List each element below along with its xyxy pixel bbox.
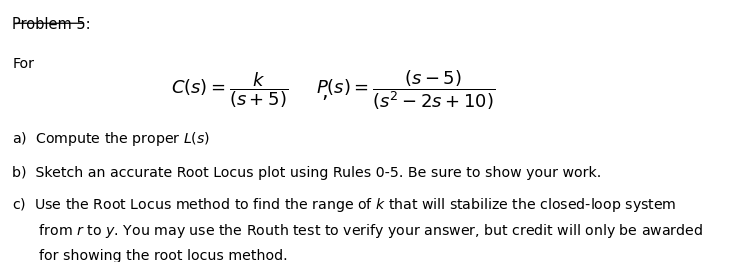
Text: For: For bbox=[13, 57, 34, 71]
Text: ,: , bbox=[321, 82, 328, 102]
Text: $P(s) = \dfrac{(s-5)}{(s^2-2s+10)}$: $P(s) = \dfrac{(s-5)}{(s^2-2s+10)}$ bbox=[315, 68, 495, 112]
Text: a)  Compute the proper $L(s)$: a) Compute the proper $L(s)$ bbox=[13, 130, 211, 148]
Text: b)  Sketch an accurate Root Locus plot using Rules 0-5. Be sure to show your wor: b) Sketch an accurate Root Locus plot us… bbox=[13, 166, 602, 180]
Text: $C(s) = \dfrac{k}{(s+5)}$: $C(s) = \dfrac{k}{(s+5)}$ bbox=[171, 70, 288, 110]
Text: for showing the root locus method.: for showing the root locus method. bbox=[13, 249, 288, 262]
Text: Problem 5:: Problem 5: bbox=[13, 18, 91, 32]
Text: from $r$ to $y$. You may use the Routh test to verify your answer, but credit wi: from $r$ to $y$. You may use the Routh t… bbox=[13, 222, 704, 240]
Text: c)  Use the Root Locus method to find the range of $k$ that will stabilize the c: c) Use the Root Locus method to find the… bbox=[13, 196, 677, 214]
